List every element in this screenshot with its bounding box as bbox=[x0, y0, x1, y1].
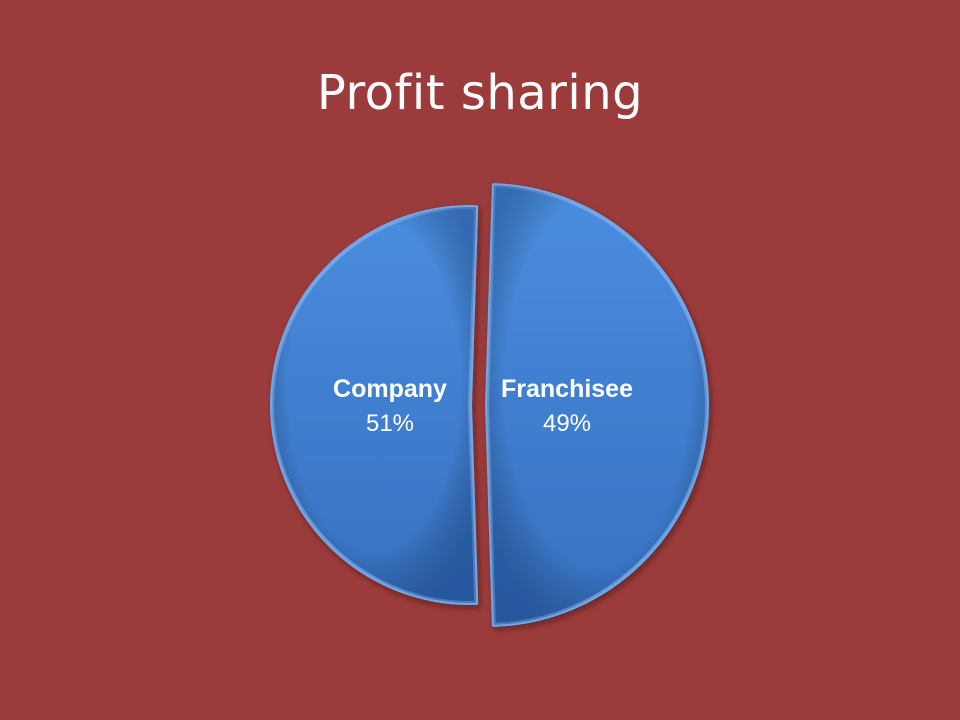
slice-label-company: Company bbox=[333, 375, 447, 403]
slice-value-franchisee: 49% bbox=[543, 410, 591, 437]
slice-value-company: 51% bbox=[366, 410, 414, 437]
slice-label-franchisee: Franchisee bbox=[501, 375, 633, 403]
chart-title: Profit sharing bbox=[316, 65, 644, 121]
pie-slice-shade-franchisee bbox=[487, 185, 707, 625]
pie-slice-shade-company bbox=[271, 206, 477, 603]
